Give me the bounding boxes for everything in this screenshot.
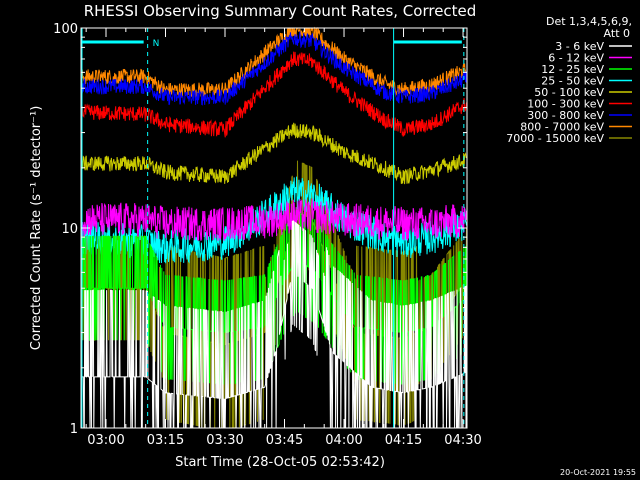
chart-title: RHESSI Observing Summary Count Rates, Co… xyxy=(84,2,477,20)
legend-label-7: 800 - 7000 keV xyxy=(520,121,604,134)
x-tick-label-3: 03:45 xyxy=(266,433,303,448)
x-tick-label-1: 03:15 xyxy=(147,433,184,448)
series-line-5 xyxy=(80,51,467,138)
legend-label-4: 50 - 100 keV xyxy=(534,86,604,99)
series-line-0 xyxy=(80,219,467,429)
y-axis-label: Corrected Count Rate (s⁻¹ detector⁻¹) xyxy=(29,106,44,351)
x-tick-label-2: 03:30 xyxy=(206,433,243,448)
x-tick-label-4: 04:00 xyxy=(325,433,362,448)
timestamp: 20-Oct-2021 19:55 xyxy=(560,468,636,477)
x-tick-label-0: 03:00 xyxy=(87,433,124,448)
legend-label-2: 12 - 25 keV xyxy=(541,63,604,76)
x-tick-label-6: 04:30 xyxy=(444,433,481,448)
legend-label-0: 3 - 6 keV xyxy=(555,40,604,53)
legend-header-line-1: Det 1,3,4,5,6,9, xyxy=(546,15,632,28)
legend-header-line-2: Att 0 xyxy=(604,27,630,40)
legend-label-1: 6 - 12 keV xyxy=(548,52,604,65)
y-tick-label-0: 1 xyxy=(70,422,78,437)
series-line-7 xyxy=(80,26,467,98)
series-line-6 xyxy=(80,31,467,106)
x-axis-label: Start Time (28-Oct-05 02:53:42) xyxy=(175,455,385,470)
y-tick-label-1: 10 xyxy=(61,222,78,237)
x-tick-label-5: 04:15 xyxy=(385,433,422,448)
y-tick-label-2: 100 xyxy=(53,22,78,37)
night-marker-label: N xyxy=(153,39,160,49)
legend-label-5: 100 - 300 keV xyxy=(527,98,604,111)
series-line-4 xyxy=(81,122,467,185)
legend-label-6: 300 - 800 keV xyxy=(527,109,604,122)
series-line-1 xyxy=(80,198,467,241)
axes: 1 10 100 03:00 03:15 03:30 03:45 04:00 04:15 04:3… xyxy=(53,22,482,448)
legend-label-8: 7000 - 15000 keV xyxy=(506,132,604,145)
legend-label-3: 25 - 50 keV xyxy=(541,75,604,88)
